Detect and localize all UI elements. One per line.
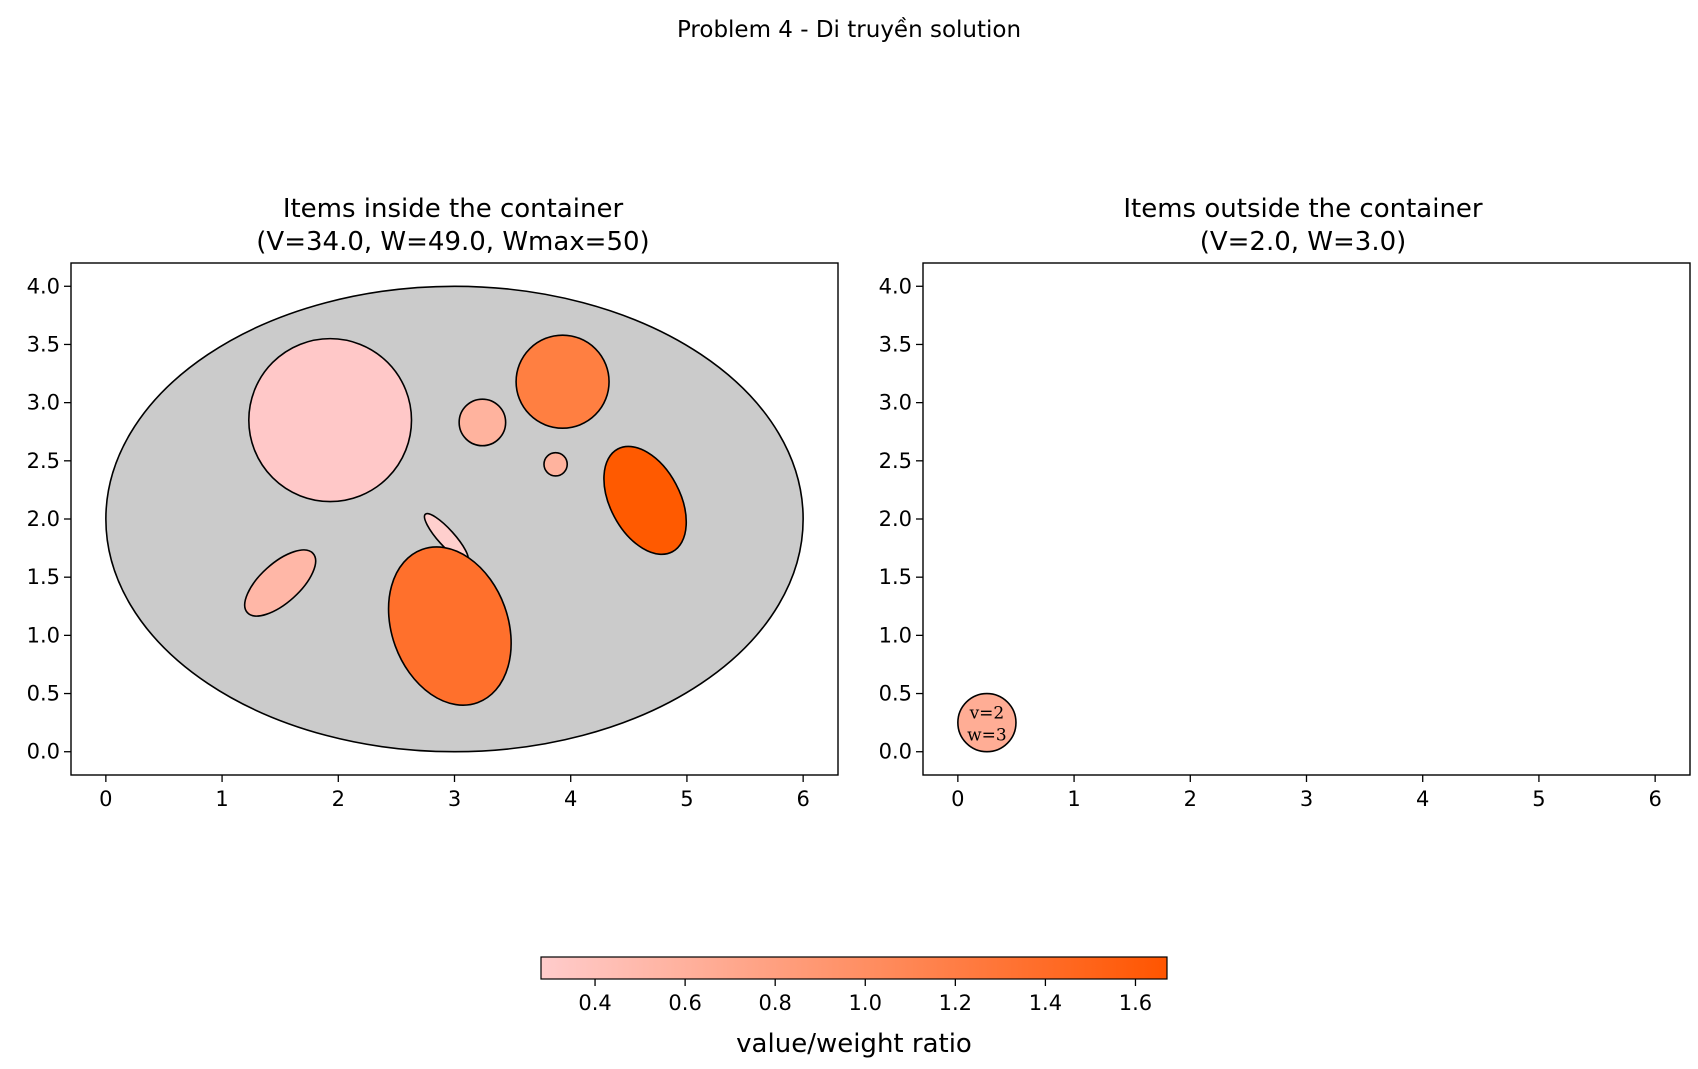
panel-outside-y-tick-label: 2.0 bbox=[879, 507, 912, 531]
item-circle-3 bbox=[458, 398, 507, 447]
panel-outside-y-tick-label: 1.0 bbox=[879, 623, 912, 647]
panel-outside: Items outside the container (V=2.0, W=3.… bbox=[879, 194, 1691, 811]
panel-outside-y-tick-label: 1.5 bbox=[879, 565, 912, 589]
panel-inside-y-tick-label: 0.5 bbox=[27, 682, 60, 706]
colorbar-ticks: 0.4 0.6 0.8 1.0 1.2 1.4 1.6 bbox=[578, 979, 1152, 1015]
panel-inside-y-tick-label: 2.5 bbox=[27, 449, 60, 473]
panel-outside-x-tick-label: 5 bbox=[1532, 787, 1545, 811]
colorbar-tick-label: 0.8 bbox=[758, 991, 791, 1015]
panel-outside-y-tick-label: 0.5 bbox=[879, 682, 912, 706]
figure-suptitle: Problem 4 - Di truyền solution bbox=[677, 17, 1021, 43]
panel-inside-x-tick-label: 2 bbox=[332, 787, 345, 811]
panel-inside-axes: 0 1 2 3 4 5 6 0.0 0.5 1.0 1.5 2.0 2.5 3.0 3.5 4.0 bbox=[27, 262, 839, 811]
panel-outside-y-tick-label: 3.0 bbox=[879, 391, 912, 415]
panel-outside-x-tick-label: 4 bbox=[1416, 787, 1429, 811]
panel-outside-y-tick-label: 3.5 bbox=[879, 332, 912, 356]
item-circle-2 bbox=[515, 334, 610, 430]
panel-outside-title-line-2: (V=2.0, W=3.0) bbox=[1200, 227, 1407, 257]
item-circle-1 bbox=[248, 337, 413, 503]
panel-inside-y-tick-label: 0.0 bbox=[27, 740, 60, 764]
panel-inside-x-tick-label: 0 bbox=[99, 787, 112, 811]
panel-outside-x-tick-label: 6 bbox=[1648, 787, 1661, 811]
colorbar-tick-label: 1.6 bbox=[1119, 991, 1152, 1015]
panel-outside-title-line-1: Items outside the container bbox=[1123, 194, 1483, 224]
panel-inside-x-tick-label: 5 bbox=[680, 787, 693, 811]
colorbar-tick-label: 1.2 bbox=[939, 991, 972, 1015]
panel-inside-plot-area bbox=[105, 285, 804, 753]
panel-inside-y-tick-label: 4.0 bbox=[27, 274, 60, 298]
panel-inside-title-line-1: Items inside the container bbox=[283, 194, 624, 224]
panel-outside-y-tick-label: 4.0 bbox=[879, 274, 912, 298]
item-circle-4 bbox=[543, 451, 569, 477]
panel-inside-y-tick-label: 2.0 bbox=[27, 507, 60, 531]
panel-inside-y-tick-label: 3.0 bbox=[27, 391, 60, 415]
panel-inside: Items inside the container (V=34.0, W=49… bbox=[27, 194, 839, 811]
panel-inside-x-tick-label: 3 bbox=[448, 787, 461, 811]
item-ellipse-5 bbox=[603, 445, 688, 556]
item-label-line-1: v=2 bbox=[969, 704, 1005, 724]
panel-inside-y-tick-label: 3.5 bbox=[27, 332, 60, 356]
item-circle-1 bbox=[957, 692, 1017, 753]
colorbar-tick-label: 0.6 bbox=[668, 991, 701, 1015]
item-label-line-2: w=3 bbox=[967, 726, 1007, 746]
colorbar-tick-label: 1.4 bbox=[1029, 991, 1062, 1015]
panel-outside-y-tick-label: 0.0 bbox=[879, 740, 912, 764]
panel-outside-x-tick-label: 2 bbox=[1184, 787, 1197, 811]
panel-outside-x-tick-label: 1 bbox=[1067, 787, 1080, 811]
colorbar: 0.4 0.6 0.8 1.0 1.2 1.4 1.6 value/weight ratio bbox=[540, 956, 1168, 1059]
panel-inside-x-tick-label: 4 bbox=[564, 787, 577, 811]
panel-inside-y-tick-label: 1.0 bbox=[27, 623, 60, 647]
item-ellipse-8 bbox=[387, 546, 512, 706]
panel-outside-y-tick-label: 2.5 bbox=[879, 449, 912, 473]
panel-inside-x-tick-label: 6 bbox=[796, 787, 809, 811]
item-ellipse-7 bbox=[243, 549, 317, 617]
panel-inside-y-tick-label: 1.5 bbox=[27, 565, 60, 589]
panel-inside-title-line-2: (V=34.0, W=49.0, Wmax=50) bbox=[256, 227, 649, 257]
panel-outside-axes: 0 1 2 3 4 5 6 0.0 0.5 1.0 1.5 2.0 2.5 3.0 3.5 4.0 bbox=[879, 262, 1691, 811]
panel-outside-x-tick-label: 3 bbox=[1300, 787, 1313, 811]
panel-outside-x-tick-label: 0 bbox=[951, 787, 964, 811]
panel-inside-x-tick-label: 1 bbox=[215, 787, 228, 811]
panel-outside-frame bbox=[922, 262, 1691, 776]
colorbar-label: value/weight ratio bbox=[736, 1029, 972, 1059]
colorbar-tick-label: 0.4 bbox=[578, 991, 611, 1015]
panel-outside-plot-area: v=2w=3 bbox=[957, 692, 1017, 753]
colorbar-gradient bbox=[540, 956, 1168, 980]
colorbar-tick-label: 1.0 bbox=[849, 991, 882, 1015]
